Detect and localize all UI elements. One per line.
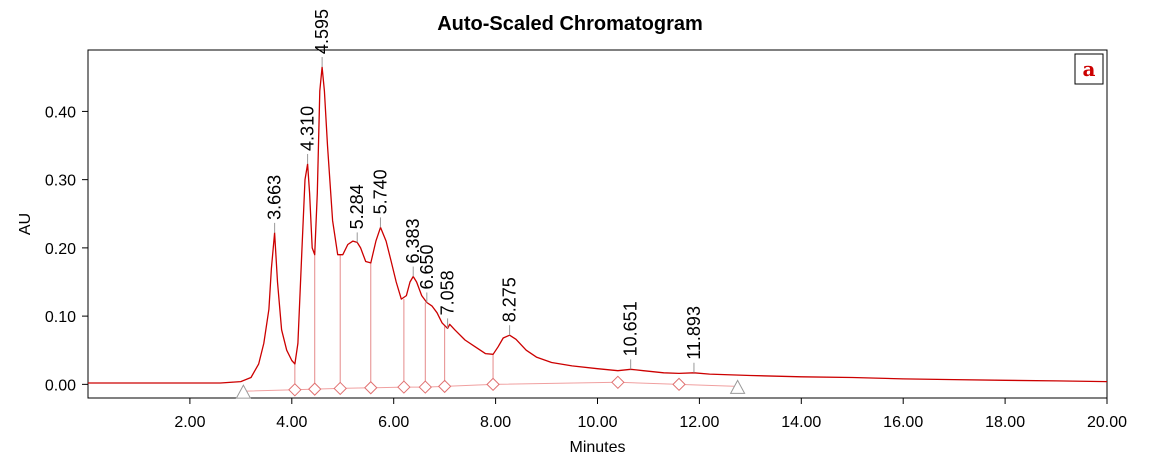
baseline-diamond-marker (437, 379, 452, 394)
y-tick-label: 0.10 (45, 309, 76, 326)
marker-layer (235, 375, 746, 399)
y-tick-label: 0.00 (45, 377, 76, 394)
peak-label: 4.595 (312, 9, 332, 54)
peak-label: 5.284 (347, 184, 367, 229)
x-tick-label: 16.00 (883, 414, 923, 431)
peak-label-layer: 3.663 4.310 4.595 5.284 5.740 6.3836.6507.058… (265, 9, 704, 373)
x-axis: 2.00 4.00 6.00 8.00 10.00 12.00 14.00 16.00 18.0… (174, 398, 1127, 431)
baseline-diamond-marker (418, 380, 432, 394)
x-tick-label: 12.00 (679, 414, 719, 431)
drop-line-layer (294, 254, 494, 390)
panel-label-box: a (1074, 53, 1104, 85)
x-axis-title: Minutes (569, 439, 625, 456)
peak-label: 6.650 (417, 244, 437, 289)
peak-label: 10.651 (621, 301, 641, 356)
x-tick-label: 14.00 (781, 414, 821, 431)
peak-label: 6.383 (403, 218, 423, 263)
x-tick-label: 4.00 (276, 414, 307, 431)
baseline-diamond-marker (364, 381, 378, 395)
baseline-triangle-marker (235, 384, 252, 399)
x-tick-label: 18.00 (985, 414, 1025, 431)
x-tick-label: 2.00 (174, 414, 205, 431)
baseline-diamond-marker (308, 382, 322, 396)
baseline-diamond-marker (611, 375, 625, 390)
x-tick-label: 8.00 (480, 414, 511, 431)
signal-trace (88, 66, 1108, 384)
peak-label: 8.275 (500, 277, 520, 322)
peak-label: 7.058 (438, 270, 458, 315)
chart-title: Auto-Scaled Chromatogram (437, 13, 703, 35)
plot-frame (87, 49, 1108, 399)
panel-label-frame (1074, 53, 1104, 85)
panel-label: a (1083, 57, 1096, 81)
baseline-triangle-marker (729, 379, 746, 394)
baseline-diamond-marker (486, 377, 500, 392)
series-layer (88, 66, 1108, 384)
peak-label: 4.310 (298, 106, 318, 151)
peak-label: 5.740 (370, 169, 390, 214)
baseline-diamond-marker (672, 377, 686, 392)
x-tick-label: 20.00 (1087, 414, 1127, 431)
x-tick-label: 6.00 (378, 414, 409, 431)
y-tick-label: 0.20 (45, 241, 76, 258)
y-tick-label: 0.40 (45, 104, 76, 121)
peak-label: 3.663 (265, 175, 285, 220)
baseline-diamond-marker (288, 383, 302, 397)
baseline-diamond-marker (333, 381, 347, 396)
y-axis: 0.00 0.10 0.20 0.30 0.40 (45, 104, 88, 394)
y-tick-label: 0.30 (45, 173, 76, 190)
peak-label: 11.893 (684, 306, 704, 360)
x-tick-label: 10.00 (577, 414, 617, 431)
baseline-diamond-marker (397, 380, 411, 394)
y-axis-title: AU (17, 213, 34, 235)
